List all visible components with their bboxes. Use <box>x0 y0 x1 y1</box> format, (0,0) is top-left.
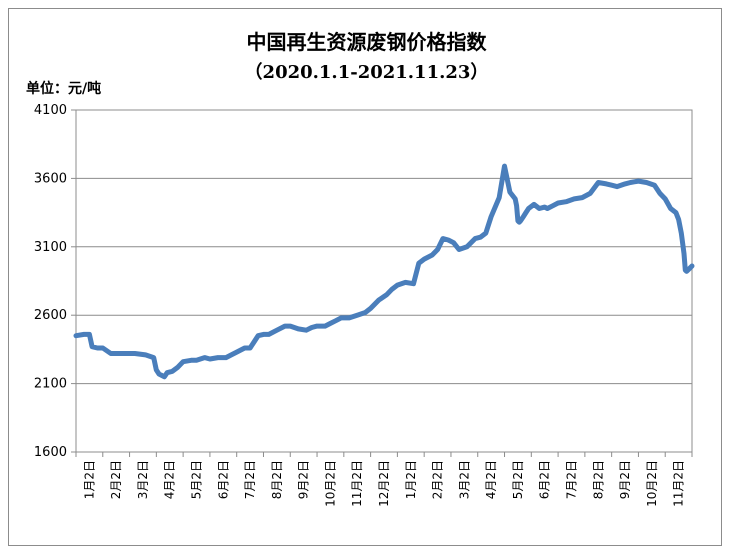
x-tick-label: 6月2日 <box>216 460 230 499</box>
y-axis: 1600 2100 2600 3100 3600 4100 <box>34 103 76 460</box>
x-tick-label: 1月2日 <box>82 460 96 499</box>
x-tick-label: 7月2日 <box>564 460 578 499</box>
plot-area <box>75 109 693 453</box>
chart-title: 中国再生资源废钢价格指数 <box>246 30 487 54</box>
x-tick-label: 5月2日 <box>511 460 525 499</box>
x-tick-label: 2月2日 <box>431 460 445 499</box>
y-tick-label: 2600 <box>34 308 67 323</box>
unit-label: 单位：元/吨 <box>26 81 102 97</box>
plot-border <box>75 109 693 453</box>
x-tick-label: 10月2日 <box>645 460 659 507</box>
x-tick-label: 12月2日 <box>377 460 391 507</box>
x-tick-label: 9月2日 <box>618 460 632 499</box>
x-tick-label: 9月2日 <box>297 460 311 499</box>
x-tick-label: 8月2日 <box>591 460 605 499</box>
x-tick-label: 3月2日 <box>136 460 150 499</box>
x-tick-label: 2月2日 <box>109 460 123 499</box>
chart-subtitle: （2020.1.1-2021.11.23） <box>244 62 489 83</box>
y-tick-label: 4100 <box>34 103 67 118</box>
gridlines <box>76 109 692 453</box>
chart-frame <box>8 8 722 546</box>
x-tick-label: 3月2日 <box>457 460 471 499</box>
y-tick-label: 3600 <box>34 171 67 186</box>
series-group <box>73 163 695 380</box>
series-line <box>73 163 695 380</box>
x-tick-label: 8月2日 <box>270 460 284 499</box>
x-tick-label: 10月2日 <box>323 460 337 507</box>
x-tick-label: 11月2日 <box>672 460 686 507</box>
x-tick-label: 4月2日 <box>163 460 177 499</box>
y-tick-label: 2100 <box>34 377 67 392</box>
x-axis: 1月2日 2月2日 3月2日 4月2日 5月2日 6月2日 7月2日 8月2日 9月2日 10月2… <box>75 452 693 507</box>
x-tick-label: 7月2日 <box>243 460 257 499</box>
y-tick-label: 1600 <box>34 445 67 460</box>
x-tick-label: 4月2日 <box>484 460 498 499</box>
y-tick-label: 3100 <box>34 240 67 255</box>
x-tick-label: 5月2日 <box>190 460 204 499</box>
x-tick-label: 1月2日 <box>404 460 418 499</box>
x-tick-label: 6月2日 <box>538 460 552 499</box>
x-tick-label: 11月2日 <box>350 460 364 507</box>
